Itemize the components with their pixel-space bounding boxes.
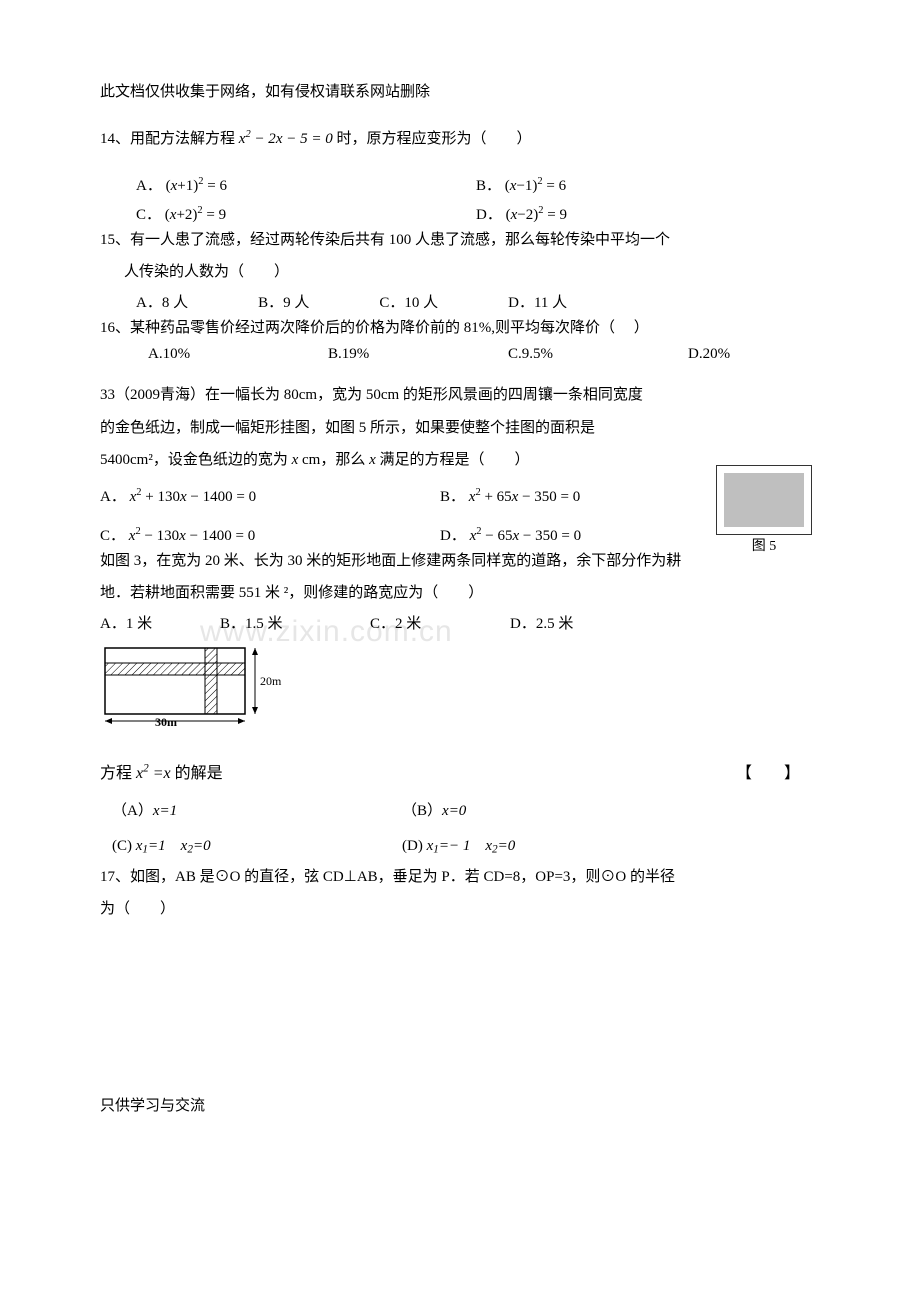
header-disclaimer: 此文档仅供收集于网络，如有侵权请联系网站删除 — [100, 80, 820, 101]
qeq-dm2: x2=0 — [485, 838, 515, 854]
q33-x2: x — [369, 452, 376, 468]
q16-options: A.10% B.19% C.9.5% D.20% — [148, 346, 820, 363]
dim-20m: 20m — [260, 674, 282, 688]
q33-a: A． x2 + 130x − 1400 = 0 — [100, 485, 440, 506]
qeq-dm1: x1=− 1 — [427, 838, 471, 854]
q33-b-pre: B． — [440, 489, 465, 505]
q33-l3b: cm，那么 — [298, 452, 369, 468]
q14-opt-a: A． (x+1)2 = 6 — [136, 174, 476, 195]
q14-text-b: 时，原方程应变形为（ ） — [333, 131, 532, 147]
q14-b-pre: B． — [476, 178, 501, 194]
figure-5: 图 5 — [716, 465, 812, 555]
figure-5-frame — [716, 465, 812, 535]
qeq-row1: （A）x=1 （B）x=0 — [112, 799, 820, 820]
q33-c: C． x2 − 130x − 1400 = 0 — [100, 524, 440, 545]
q15-line2: 人传染的人数为（ ） — [100, 258, 820, 287]
q14-row2: C． (x+2)2 = 9 D． (x−2)2 = 9 — [136, 203, 820, 224]
q33-c-pre: C． — [100, 528, 125, 544]
qeq-ap: （A） — [112, 803, 153, 819]
q15-line1: 15、有一人患了流感，经过两轮传染后共有 100 人患了流感，那么每轮传染中平均… — [100, 226, 820, 255]
qeq-eq: x2 =x — [136, 765, 171, 782]
qeq-dp: (D) — [402, 838, 427, 854]
q14-d-pre: D． — [476, 207, 502, 223]
q14-d-math: (x−2)2 = 9 — [506, 207, 567, 223]
qeq-a-opt: （A）x=1 — [112, 799, 402, 820]
q17-line1: 17、如图，AB 是⊙O 的直径，弦 CD⊥AB，垂足为 P．若 CD=8，OP… — [100, 863, 820, 892]
qeq-d-opt: (D) x1=− 1 x2=0 — [402, 838, 515, 855]
qeq-b-opt: （B）x=0 — [402, 799, 466, 820]
q16-stem: 16、某种药品零售价经过两次降价后的价格为降价前的 81%,则平均每次降价（ ） — [100, 314, 820, 343]
q33-row1: A． x2 + 130x − 1400 = 0 B． x2 + 65x − 35… — [100, 485, 820, 506]
q14-c-pre: C． — [136, 207, 161, 223]
qroad-b: B．1.5 米 — [220, 612, 370, 633]
q15-options: A．8 人 B．9 人 C．10 人 D．11 人 — [136, 291, 820, 312]
q16-c: C.9.5% — [508, 346, 688, 363]
qroad-d: D．2.5 米 — [510, 612, 573, 633]
qeq-bracket: 【 】 — [736, 759, 800, 783]
q33-l3a: 5400cm²，设金色纸边的宽为 — [100, 452, 292, 468]
q14-text-a: 14、用配方法解方程 — [100, 131, 239, 147]
figure-5-inner — [724, 473, 804, 527]
q14-opt-b: B． (x−1)2 = 6 — [476, 174, 816, 195]
qroad-a: A．1 米 — [100, 612, 220, 633]
qeq-stem: 方程 x2 =x 的解是 【 】 — [100, 759, 800, 783]
qroad-line1: 如图 3，在宽为 20 米、长为 30 米的矩形地面上修建两条同样宽的道路，余下… — [100, 547, 820, 576]
q33-d-math: x2 − 65x − 350 = 0 — [470, 528, 581, 544]
q33-l3c: 满足的方程是（ ） — [376, 452, 530, 468]
q14-c-math: (x+2)2 = 9 — [165, 207, 226, 223]
figure-3-road: 20m 30m — [100, 643, 290, 727]
q33-b-math: x2 + 65x − 350 = 0 — [469, 489, 580, 505]
q33-d-pre: D． — [440, 528, 466, 544]
q33-a-math: x2 + 130x − 1400 = 0 — [130, 489, 256, 505]
qeq-left: 方程 x2 =x 的解是 — [100, 759, 223, 783]
q14-opt-d: D． (x−2)2 = 9 — [476, 203, 816, 224]
qroad-options: A．1 米 B．1.5 米 C．2 米 D．2.5 米 — [100, 612, 820, 633]
q33-c-math: x2 − 130x − 1400 = 0 — [129, 528, 255, 544]
q33-line3: 5400cm²，设金色纸边的宽为 x cm，那么 x 满足的方程是（ ） — [100, 446, 820, 475]
q15-a: A．8 人 — [136, 291, 258, 312]
qeq-bp: （B） — [402, 803, 442, 819]
qeq-a: 方程 — [100, 765, 136, 782]
q33-row2: C． x2 − 130x − 1400 = 0 D． x2 − 65x − 35… — [100, 524, 820, 545]
q15-d: D．11 人 — [508, 291, 637, 312]
q33-line1: 33（2009青海）在一幅长为 80cm，宽为 50cm 的矩形风景画的四周镶一… — [100, 381, 820, 410]
qroad-c: C．2 米 — [370, 612, 510, 633]
q14-a-pre: A． — [136, 178, 162, 194]
q16-b: B.19% — [328, 346, 508, 363]
q16-d: D.20% — [688, 346, 730, 363]
qroad-line2: 地．若耕地面积需要 551 米 ²，则修建的路宽应为（ ） — [100, 579, 820, 608]
qeq-b: 的解是 — [171, 765, 223, 782]
q14-row1: A． (x+1)2 = 6 B． (x−1)2 = 6 — [136, 174, 820, 195]
qeq-bm: x=0 — [442, 803, 466, 819]
q14-opt-c: C． (x+2)2 = 9 — [136, 203, 476, 224]
q16-a: A.10% — [148, 346, 328, 363]
qeq-row2: (C) x1=1 x2=0 (D) x1=− 1 x2=0 — [112, 838, 820, 855]
q33-a-pre: A． — [100, 489, 126, 505]
q33-line2: 的金色纸边，制成一幅矩形挂图，如图 5 所示，如果要使整个挂图的面积是 — [100, 414, 820, 443]
dim-30m: 30m — [155, 715, 177, 727]
qeq-cp: (C) — [112, 838, 136, 854]
qeq-am: x=1 — [153, 803, 177, 819]
q17-line2: 为（ ） — [100, 895, 820, 924]
qeq-cm2: x2=0 — [181, 838, 211, 854]
footer-text: 只供学习与交流 — [100, 1094, 820, 1115]
q33-d: D． x2 − 65x − 350 = 0 — [440, 524, 581, 545]
figure-5-caption: 图 5 — [716, 535, 812, 555]
q15-b: B．9 人 — [258, 291, 379, 312]
q33-b: B． x2 + 65x − 350 = 0 — [440, 485, 580, 506]
q15-c: C．10 人 — [379, 291, 508, 312]
q14-stem: 14、用配方法解方程 x2 − 2x − 5 = 0 时，原方程应变形为（ ） — [100, 125, 820, 154]
q14-eq: x2 − 2x − 5 = 0 — [239, 131, 333, 147]
qeq-cm1: x1=1 — [136, 838, 166, 854]
q14-a-math: (x+1)2 = 6 — [166, 178, 227, 194]
qeq-c-opt: (C) x1=1 x2=0 — [112, 838, 402, 855]
q14-b-math: (x−1)2 = 6 — [505, 178, 566, 194]
